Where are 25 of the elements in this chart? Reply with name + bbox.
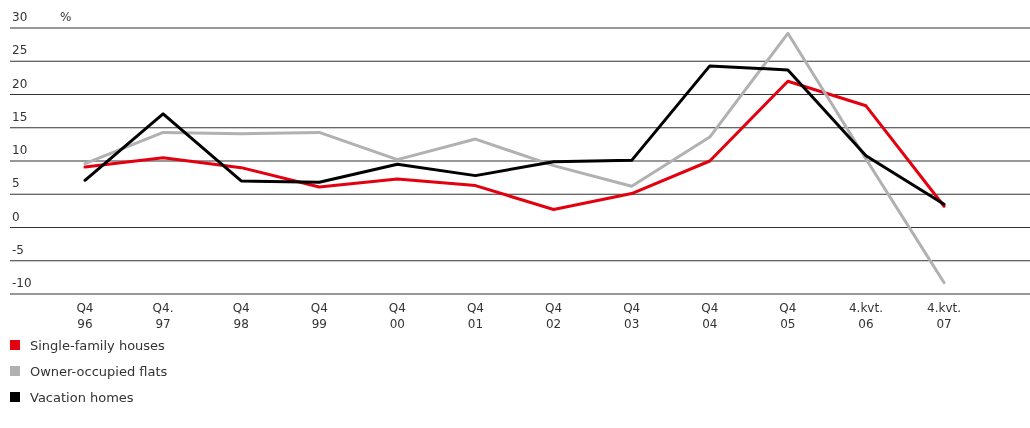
y-tick-label: 15 [12,109,28,124]
x-tick-label: Q4. 97 [152,301,174,331]
x-tick-label: Q4 01 [466,301,485,331]
y-tick-label: -5 [12,242,24,257]
x-tick-label: Q4 03 [623,301,641,331]
y-axis-title: % [60,10,72,24]
legend-label: Owner-occupied flats [30,364,168,379]
x-tick-label: Q4 05 [779,301,797,331]
y-tick-label: -10 [12,276,32,290]
x-tick-label: Q4 98 [232,301,250,331]
y-tick-label: 5 [12,176,20,191]
x-tick-label: 4.kvt. 07 [927,301,962,331]
y-tick-label: 25 [12,43,28,58]
x-tick-label: Q4 96 [76,301,94,331]
x-tick-label: Q4 04 [701,301,719,331]
y-tick-label: 10 [12,143,28,157]
y-tick-label: 0 [12,209,20,224]
y-tick-label: 20 [12,76,28,91]
x-tick-label: Q4 02 [545,301,563,331]
y-tick-label: 30 [12,10,28,24]
legend-label: Vacation homes [30,390,134,405]
legend-label: Single-family houses [30,338,166,353]
x-tick-label: Q4 99 [310,301,328,331]
x-tick-label: 4.kvt. 06 [848,301,883,331]
x-tick-label: Q4 00 [388,301,406,331]
